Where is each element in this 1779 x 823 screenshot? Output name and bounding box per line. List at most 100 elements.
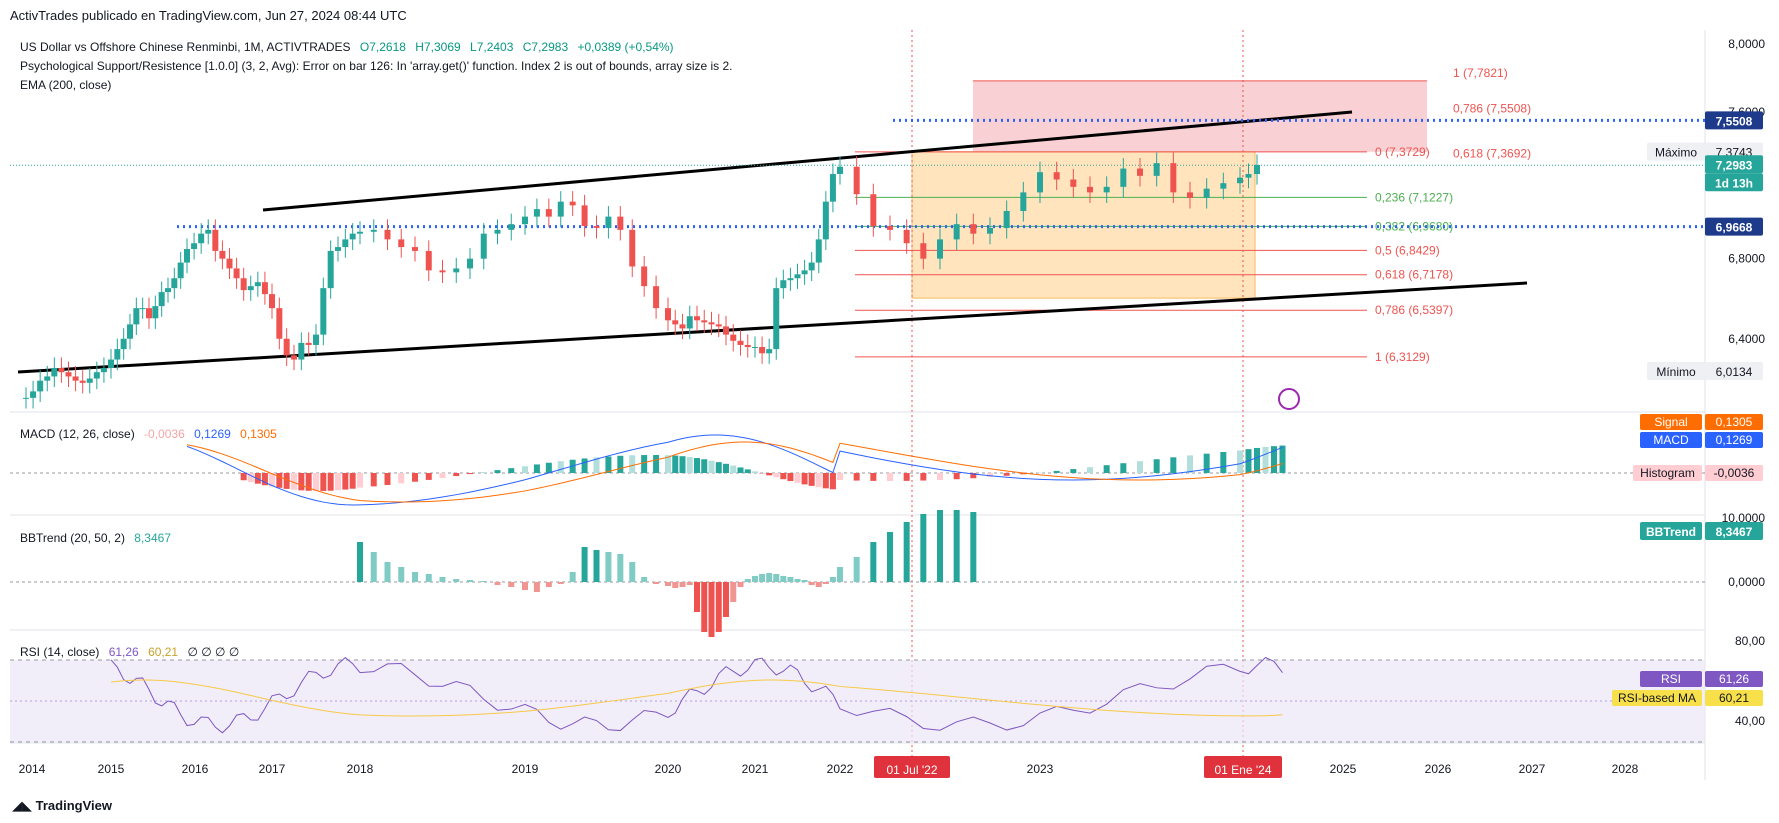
rsi-ma-value-tag-bg <box>1705 690 1763 706</box>
bbtrend-bar <box>545 582 552 587</box>
macd-hist-bar <box>617 455 624 473</box>
bbtrend-bar <box>701 582 708 632</box>
candle-body <box>522 216 528 225</box>
macd-hist-bar <box>773 473 780 478</box>
candle-body <box>233 268 240 279</box>
macd-hist-bar <box>752 471 758 473</box>
candle-body <box>1053 172 1060 180</box>
candle-body <box>970 224 977 234</box>
macd-hist-bar <box>398 473 405 484</box>
countdown-tag: 1d 13h <box>1715 176 1753 190</box>
candle-body <box>58 367 65 373</box>
candle-body <box>752 347 758 349</box>
bbtrend-tag-bg <box>1640 522 1702 540</box>
min-tag: Mínimo <box>1656 365 1696 379</box>
candle-body <box>305 342 312 345</box>
candle-body <box>93 372 100 379</box>
price-tick-label: 8,0000 <box>1728 37 1765 51</box>
macd-hist-bar <box>987 473 993 478</box>
date-marker-tag: 01 Jul '22 <box>887 763 938 777</box>
publish-header: ActivTrades publicado en TradingView.com… <box>10 8 407 23</box>
time-axis-label: 2028 <box>1612 762 1639 776</box>
bbtrend-label[interactable]: BBTrend (20, 50, 2) <box>20 531 125 545</box>
rsi-legend: RSI (14, close) 61,26 60,21 ∅ ∅ ∅ ∅ <box>20 645 239 659</box>
bbtrend-bar <box>920 514 927 582</box>
macd-hist-bar <box>822 473 829 489</box>
macd-hist-bar <box>686 457 693 473</box>
macd-hist-bar <box>254 473 261 484</box>
bbtrend-bar <box>557 582 564 584</box>
candle-body <box>593 226 600 228</box>
macd-hist-bar <box>887 473 893 481</box>
rsi-label[interactable]: RSI (14, close) <box>20 645 100 659</box>
fib-upper-label: 1 (7,7821) <box>1453 66 1508 80</box>
macd-hist-bar <box>1070 469 1077 473</box>
candle-body <box>335 247 341 251</box>
candle-body <box>120 338 127 350</box>
macd-hist-bar <box>467 473 473 475</box>
macd-hist-bar <box>1137 461 1143 473</box>
bbtrend-bar <box>737 582 744 587</box>
bbtrend-bar <box>903 522 910 582</box>
candle-body <box>1170 163 1177 193</box>
rsi-extra-values: ∅ ∅ ∅ ∅ <box>187 645 240 659</box>
candle-body <box>870 194 877 227</box>
footer-brand: TradingView <box>35 798 112 813</box>
macd-hist-bar <box>305 473 312 491</box>
candle-body <box>425 250 432 271</box>
time-axis-label: 2017 <box>259 762 286 776</box>
candle-body <box>987 227 993 234</box>
macd-hist-bar <box>780 473 787 480</box>
time-axis-label: 2023 <box>1027 762 1054 776</box>
macd-hist-bar <box>1087 467 1093 473</box>
symbol-name[interactable]: US Dollar vs Offshore Chinese Renminbi, … <box>20 40 351 54</box>
macd-hist-bar <box>581 458 588 473</box>
candle-body <box>298 342 305 360</box>
macd-hist-bar <box>1237 450 1243 473</box>
bbtrend-bar <box>569 572 576 582</box>
candle-body <box>219 250 226 259</box>
macd-hist-bar <box>605 456 612 473</box>
fib-lower-label: 0,618 (6,7178) <box>1375 268 1453 282</box>
candle-body <box>1245 174 1252 178</box>
bbtrend-bar <box>887 532 893 582</box>
bbtrend-bar <box>970 512 977 582</box>
macd-hist-bar <box>1254 447 1260 473</box>
candle-body <box>1120 168 1127 187</box>
tradingview-footer[interactable]: ◢◣ TradingView <box>12 798 112 814</box>
price-tick-label: 6,8000 <box>1728 252 1765 266</box>
candle-body <box>100 367 107 373</box>
ema-indicator-label[interactable]: EMA (200, close) <box>20 78 112 92</box>
time-axis-label: 2018 <box>347 762 374 776</box>
rsi-band <box>10 660 1705 742</box>
candle-body <box>653 286 660 309</box>
candle-body <box>1237 177 1243 184</box>
ohlc-low: L7,2403 <box>470 40 514 54</box>
candle-body <box>730 334 737 341</box>
macd-tag-bg <box>1640 432 1702 448</box>
psr-indicator-label[interactable]: Psychological Support/Resistence [1.0.0]… <box>20 59 733 73</box>
candle-body <box>1037 172 1043 193</box>
macd-label[interactable]: MACD (12, 26, close) <box>20 427 135 441</box>
fib-lower-label: 0,5 (6,8429) <box>1375 243 1440 257</box>
macd-hist-bar <box>653 455 660 473</box>
candle-body <box>398 239 405 248</box>
macd-hist-bar <box>494 470 501 473</box>
time-axis-label: 2016 <box>182 762 209 776</box>
bbtrend-bar <box>357 542 363 582</box>
bbtrend-axis-label: 10,0000 <box>1722 511 1766 525</box>
bbtrend-bar <box>617 554 624 582</box>
candle-body <box>108 359 114 368</box>
bbtrend-bar <box>808 582 815 585</box>
candle-body <box>672 320 679 325</box>
bbtrend-legend: BBTrend (20, 50, 2) 8,3467 <box>20 531 171 545</box>
candle-body <box>533 209 540 217</box>
rsi-ma-tag: RSI-based MA <box>1618 691 1696 705</box>
candle-body <box>320 288 327 335</box>
candle-body <box>177 262 184 279</box>
macd-hist-bar <box>1170 457 1177 473</box>
bbtrend-value: 8,3467 <box>134 531 171 545</box>
candle-body <box>51 367 58 377</box>
rsi-line <box>110 656 1283 734</box>
